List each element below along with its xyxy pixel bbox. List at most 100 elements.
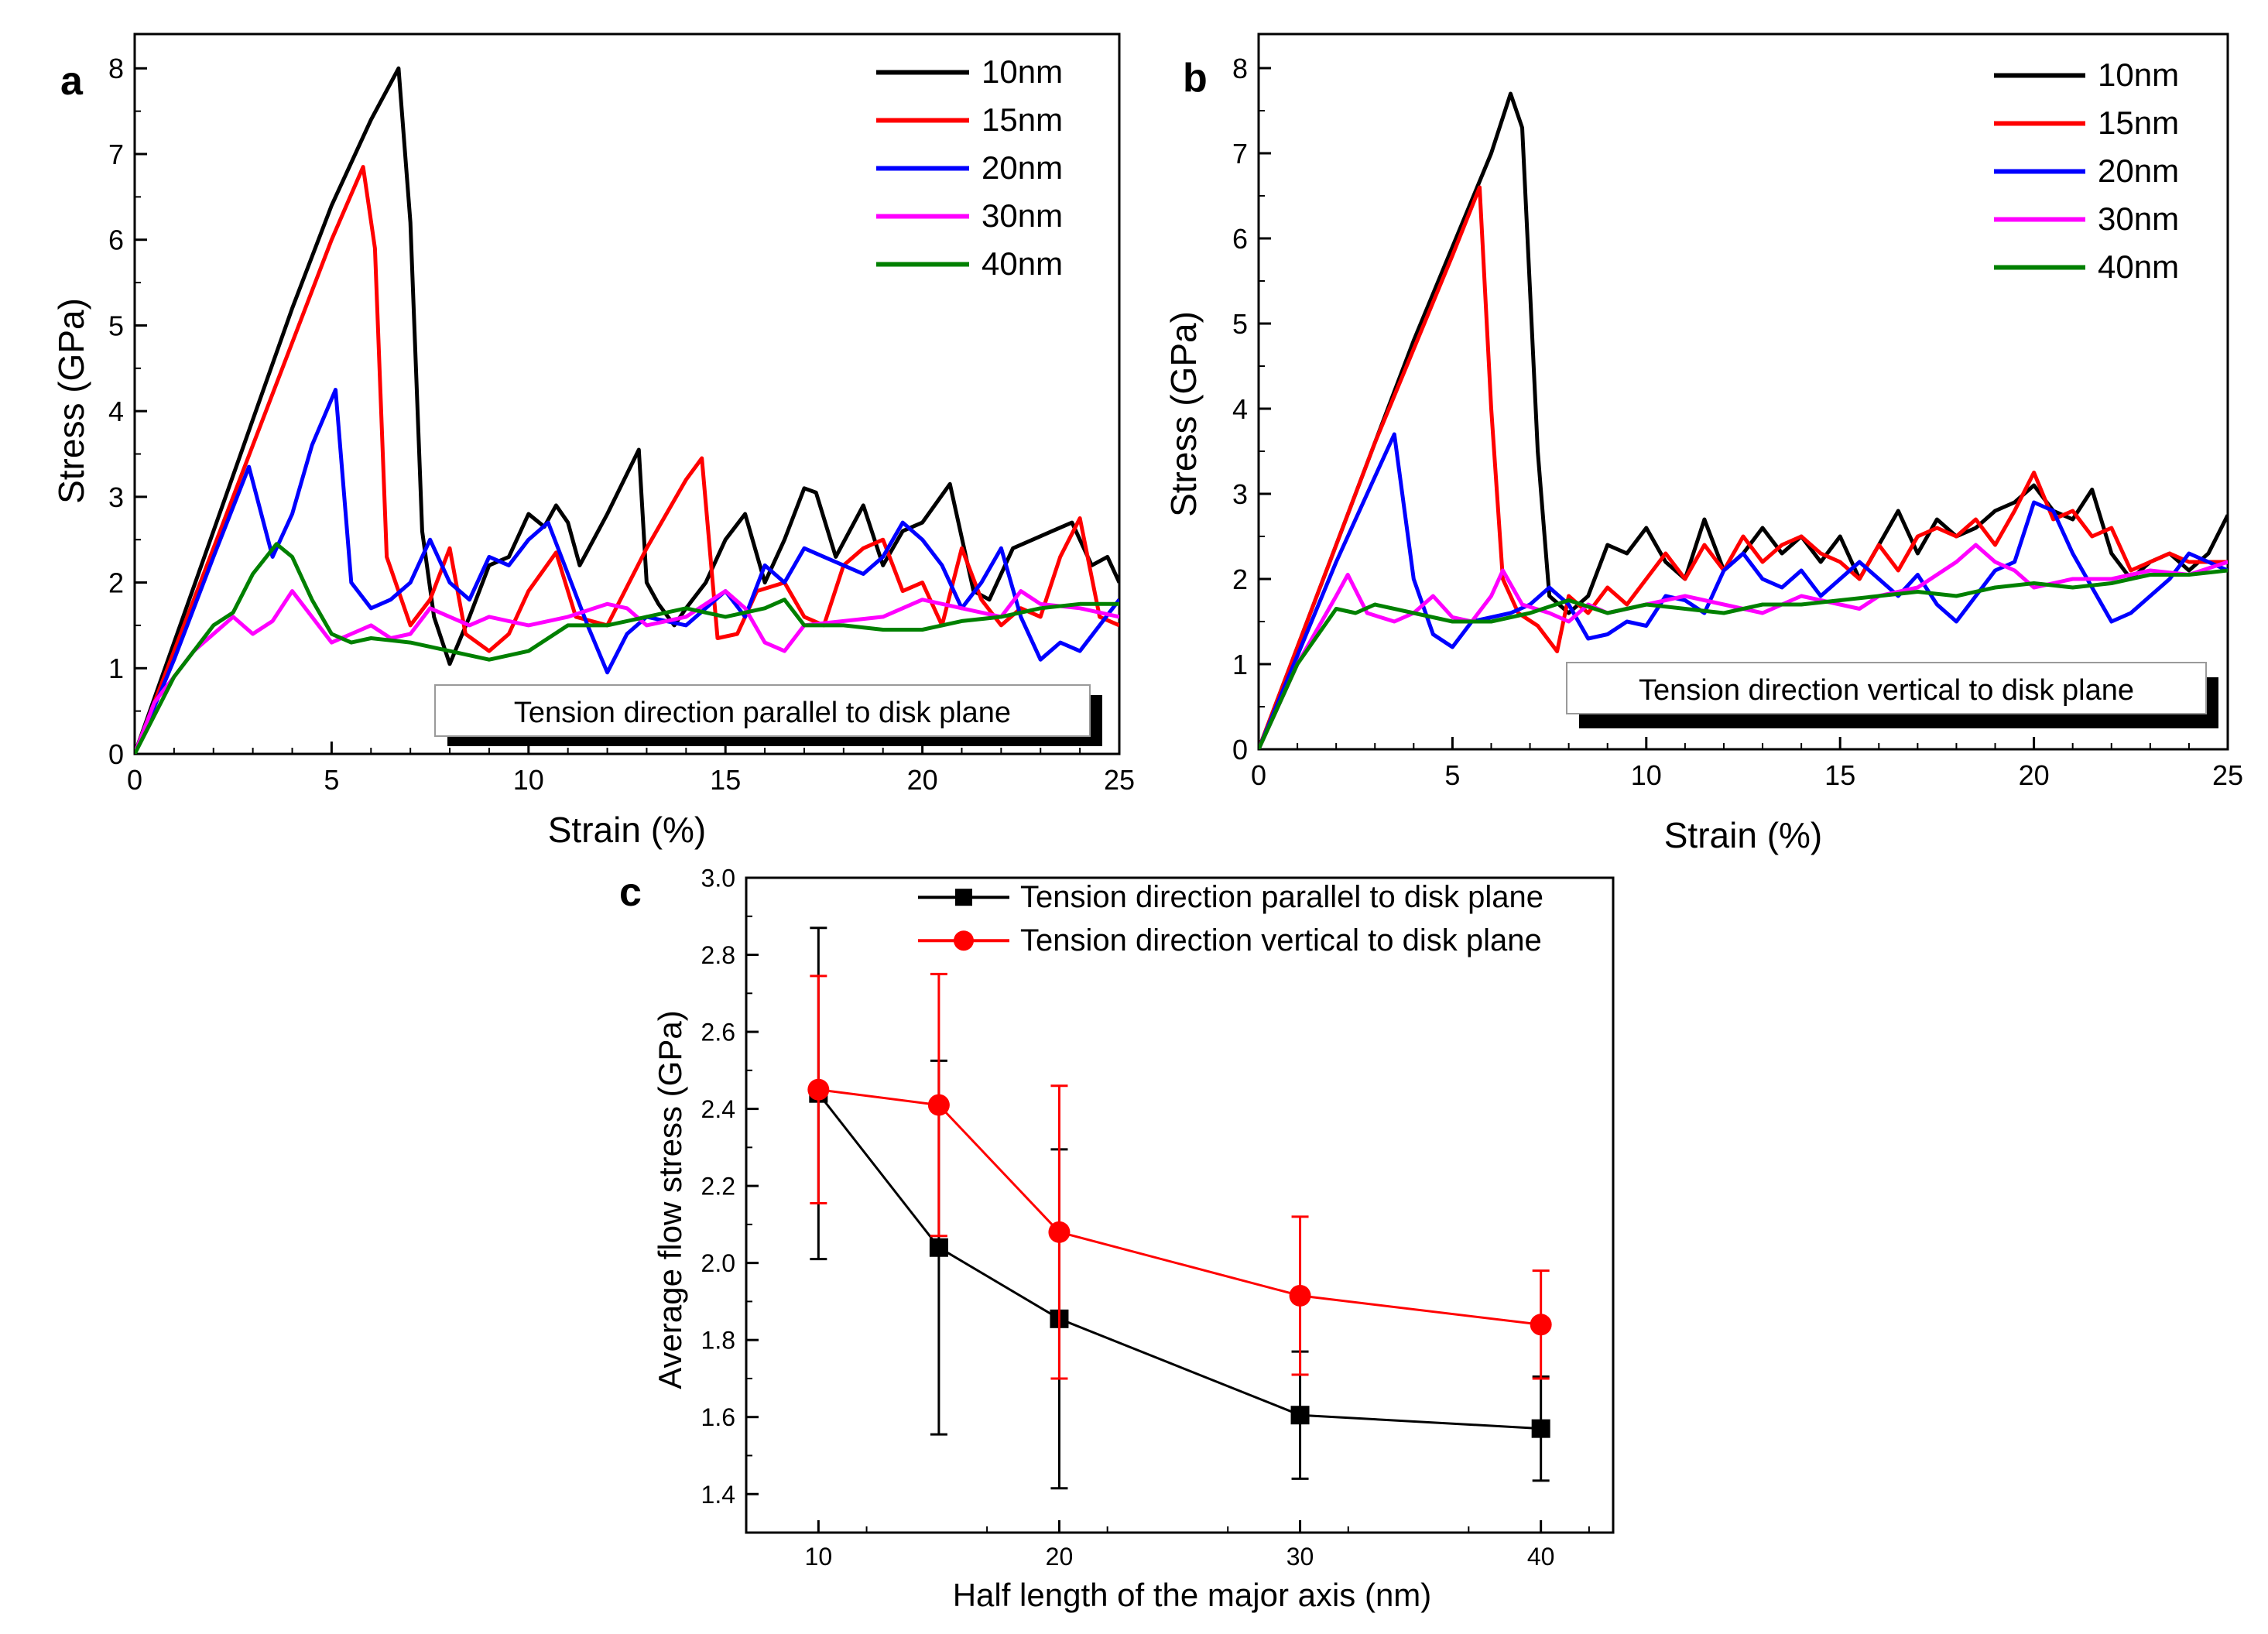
panel-b-stress-strain-vertical: b 0 5 10 15 20 25 0 1 2 3 4 5 6 7 8 10nm 15nm 20nm 30nm 40n… xyxy=(1163,33,2243,855)
panel-a-stress-strain-parallel: a 0 5 10 15 20 25 0 1 2 3 4 5 6 7 8 10nm 15nm 20nm 30nm 40n… xyxy=(51,33,1135,850)
panel-a-y-tick-label: 0 xyxy=(108,738,124,770)
panel-c-y-axis-label: Average flow stress (GPa) xyxy=(652,1010,688,1389)
panel-c-legend-marker xyxy=(955,889,972,906)
panel-c-point-tension-direction-parallel-to-disk-plane xyxy=(929,1238,948,1257)
panel-a-y-tick-label: 1 xyxy=(108,653,124,684)
panel-b-legend-item-30nm: 30nm xyxy=(1994,200,2179,237)
panel-b-x-tick-label: 20 xyxy=(2019,759,2050,791)
panel-b-legend-item-10nm: 10nm xyxy=(1994,57,2179,93)
panel-b-legend-item-40nm: 40nm xyxy=(1994,248,2179,285)
panel-b-series-30nm xyxy=(1259,543,2228,749)
panel-a-y-axis-label: Stress (GPa) xyxy=(51,298,91,504)
panel-c-label: c xyxy=(619,870,642,915)
panel-b-y-tick-label: 4 xyxy=(1232,393,1248,425)
panel-b-series-20nm xyxy=(1259,432,2228,749)
panel-a-legend-item-20nm: 20nm xyxy=(876,149,1063,186)
panel-b-legend-label: 40nm xyxy=(2098,248,2179,285)
panel-c-y-tick-label: 2.4 xyxy=(701,1095,735,1123)
panel-b-x-tick-label: 10 xyxy=(1631,759,1662,791)
panel-c-y-tick-label: 2.8 xyxy=(701,941,735,969)
panel-b-annotation-box: Tension direction vertical to disk plane xyxy=(1566,662,2218,728)
panel-b-y-tick-label: 6 xyxy=(1232,223,1248,255)
panel-a-y-tick-label: 4 xyxy=(108,396,124,427)
panel-c-point-tension-direction-vertical-to-disk-plane xyxy=(807,1078,830,1101)
panel-a-y-tick-label: 3 xyxy=(108,481,124,513)
panel-a-series-20nm xyxy=(135,388,1119,754)
panel-c-x-tick-label: 40 xyxy=(1527,1543,1555,1571)
panel-c-x-tick-label: 20 xyxy=(1046,1543,1074,1571)
panel-b-legend-label: 30nm xyxy=(2098,200,2179,237)
panel-c-legend-label: Tension direction parallel to disk plane xyxy=(1020,880,1543,914)
panel-c-plot: 10 20 30 40 1.4 1.6 1.8 2.0 2.2 2.4 2.6 2.8 3.0 Tensi… xyxy=(701,865,1615,1571)
panel-c-y-tick-label: 3.0 xyxy=(701,865,735,892)
panel-a-series-15nm xyxy=(135,165,1119,754)
panel-b-y-tick-label: 5 xyxy=(1232,308,1248,340)
panel-c-axes-frame xyxy=(745,876,1615,1534)
panel-b-legend-item-15nm: 15nm xyxy=(1994,104,2179,141)
panel-b-plot: 0 5 10 15 20 25 0 1 2 3 4 5 6 7 8 10nm 15nm 20nm 30nm 40nm xyxy=(1232,33,2243,791)
panel-a-annotation: Tension direction parallel to disk plane xyxy=(514,697,1011,729)
panel-a-legend-item-40nm: 40nm xyxy=(876,245,1063,282)
panel-a-legend-item-10nm: 10nm xyxy=(876,53,1063,90)
panel-a-y-tick-label: 7 xyxy=(108,139,124,170)
panel-a-annotation-box: Tension direction parallel to disk plane xyxy=(434,684,1102,746)
panel-a-label: a xyxy=(60,59,84,104)
panel-b-label: b xyxy=(1183,56,1208,101)
panel-b-y-tick-label: 8 xyxy=(1232,53,1248,84)
panel-a-plot: 0 5 10 15 20 25 0 1 2 3 4 5 6 7 8 10nm 15nm 20nm 30nm 40nm xyxy=(108,33,1135,796)
panel-a-legend-item-15nm: 15nm xyxy=(876,101,1063,138)
panel-a-axes-frame xyxy=(133,33,1121,755)
panel-c-legend-item-tension-direction-vertical-to-disk-plane: Tension direction vertical to disk plane xyxy=(918,923,1542,957)
panel-b-annotation-frame xyxy=(1566,662,2207,714)
panel-c-point-tension-direction-parallel-to-disk-plane xyxy=(1531,1419,1550,1438)
panel-b-legend-label: 10nm xyxy=(2098,57,2179,93)
panel-c-point-tension-direction-vertical-to-disk-plane xyxy=(1048,1221,1071,1243)
panel-a-series-10nm xyxy=(135,66,1119,754)
panel-b-annotation: Tension direction vertical to disk plane xyxy=(1639,674,2134,707)
panel-c-y-tick-label: 2.0 xyxy=(701,1249,735,1277)
panel-b-legend-label: 20nm xyxy=(2098,152,2179,189)
panel-a-y-tick-label: 5 xyxy=(108,310,124,341)
panel-a-series-group xyxy=(135,66,1119,754)
panel-c-y-tick-label: 2.2 xyxy=(701,1173,735,1201)
panel-a-legend-label: 30nm xyxy=(982,197,1063,234)
panel-b-y-tick-label: 7 xyxy=(1232,138,1248,170)
panel-c-series-tension-direction-vertical-to-disk-plane xyxy=(818,1088,1541,1326)
panel-c-point-tension-direction-vertical-to-disk-plane xyxy=(927,1094,950,1116)
panel-a-x-tick-label: 20 xyxy=(907,764,938,796)
panel-a-x-tick-label: 5 xyxy=(324,764,339,796)
panel-b-axes-frame xyxy=(1257,33,2229,751)
panel-b-y-tick-label: 0 xyxy=(1232,734,1248,766)
panel-a-annotation-frame xyxy=(434,684,1091,737)
panel-a-legend-label: 40nm xyxy=(982,245,1063,282)
panel-a-y-tick-label: 8 xyxy=(108,53,124,84)
panel-b-series-40nm xyxy=(1259,568,2228,749)
panel-c-y-tick-label: 1.8 xyxy=(701,1327,735,1355)
panel-b-x-tick-label: 0 xyxy=(1251,759,1266,791)
panel-b-x-tick-label: 5 xyxy=(1444,759,1460,791)
panel-b-x-tick-label: 25 xyxy=(2212,759,2243,791)
panel-c-average-flow-stress: c 10 20 30 40 1.4 1.6 1.8 2.0 2.2 2.4 2.6 2.8 3.0 Ten… xyxy=(619,865,1615,1613)
panel-b-y-tick-label: 1 xyxy=(1232,649,1248,680)
panel-b-legend-label: 15nm xyxy=(2098,104,2179,141)
panel-a-x-tick-label: 10 xyxy=(513,764,544,796)
panel-b-y-tick-label: 3 xyxy=(1232,478,1248,510)
panel-c-y-tick-label: 2.6 xyxy=(701,1019,735,1047)
panel-a-series-30nm xyxy=(135,589,1119,754)
panel-a-x-tick-label: 25 xyxy=(1104,764,1135,796)
panel-c-legend-label: Tension direction vertical to disk plane xyxy=(1020,923,1542,957)
panel-b-x-axis-label: Strain (%) xyxy=(1664,815,1822,855)
panel-c-x-tick-label: 30 xyxy=(1286,1543,1314,1571)
panel-a-x-tick-label: 0 xyxy=(127,764,142,796)
panel-a-series-40nm xyxy=(135,542,1119,754)
panel-c-series-tension-direction-parallel-to-disk-plane xyxy=(817,1092,1541,1430)
panel-c-point-tension-direction-vertical-to-disk-plane xyxy=(1530,1314,1552,1336)
panel-c-point-tension-direction-parallel-to-disk-plane xyxy=(1290,1406,1310,1425)
panel-b-y-tick-label: 2 xyxy=(1232,564,1248,595)
panel-c-point-tension-direction-vertical-to-disk-plane xyxy=(1289,1284,1311,1307)
panel-c-legend-marker xyxy=(954,930,974,951)
panel-a-y-tick-label: 6 xyxy=(108,224,124,256)
panel-a-y-tick-label: 2 xyxy=(108,567,124,599)
panel-c-legend-item-tension-direction-parallel-to-disk-plane: Tension direction parallel to disk plane xyxy=(918,880,1543,914)
